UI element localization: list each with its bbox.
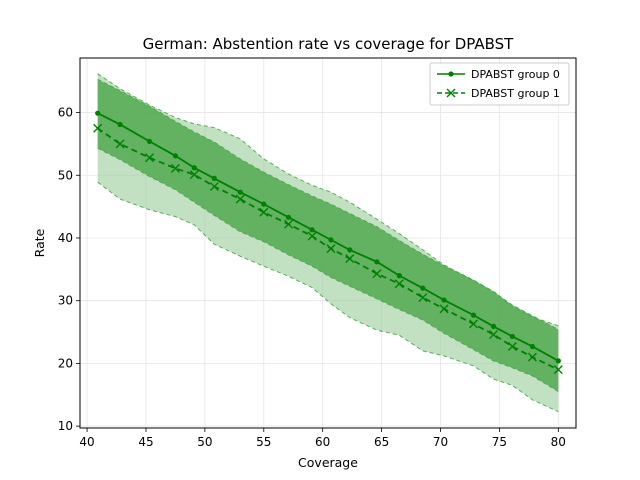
data-point-group0	[211, 175, 217, 182]
data-point-group1	[235, 194, 245, 204]
data-point-group1	[284, 219, 294, 229]
data-point-group0	[374, 259, 380, 265]
data-point-group0	[261, 201, 267, 207]
legend: DPABST group 0 DPABST group 1	[429, 62, 570, 106]
data-point-group1	[418, 293, 428, 303]
y-tick-label: 40	[58, 231, 73, 245]
data-point-group0	[347, 247, 353, 253]
legend-label-group0: DPABST group 0	[471, 68, 560, 81]
data-point-group1	[93, 123, 103, 133]
data-point-group0	[191, 165, 197, 171]
data-point-group0	[309, 227, 315, 233]
data-point-group1	[259, 207, 269, 217]
x-tick-label: 50	[197, 435, 212, 449]
data-point-group0	[285, 214, 292, 220]
y-tick-label: 20	[58, 356, 73, 370]
data-point-group1	[553, 365, 563, 375]
data-point-group0	[328, 237, 334, 243]
data-point-group0	[95, 110, 101, 116]
data-point-group0	[441, 297, 447, 303]
data-point-group0	[509, 333, 515, 340]
y-tick-label: 60	[58, 106, 73, 120]
plot-frame	[79, 57, 577, 429]
band-upper-edge-group0	[97, 78, 559, 330]
data-point-group1	[527, 352, 537, 362]
x-tick-label: 40	[79, 435, 94, 449]
data-point-group1	[372, 269, 382, 279]
y-axis-label: Rate	[32, 228, 47, 257]
legend-label-group1: DPABST group 1	[471, 87, 560, 100]
x-tick-label: 75	[492, 435, 507, 449]
data-point-group0	[396, 273, 402, 279]
tick-layer: 40 45 50 55 60 65 70 75 80 10 20 30 40 50 60	[58, 106, 566, 449]
data-point-group0	[555, 358, 561, 364]
data-point-group1	[345, 254, 355, 264]
band-lower-edge-group1	[97, 181, 559, 413]
data-point-group0	[420, 285, 426, 291]
data-point-group1	[115, 139, 125, 149]
data-point-group0	[172, 153, 179, 159]
data-point-group0	[470, 312, 477, 318]
line-layer	[93, 110, 563, 375]
data-point-group1	[439, 304, 449, 314]
data-point-group0	[529, 343, 536, 350]
x-tick-label: 55	[256, 435, 271, 449]
band-lower-edge-group0	[97, 147, 559, 393]
data-point-group0	[490, 323, 497, 330]
data-point-group1	[394, 279, 404, 289]
data-point-group1	[189, 170, 199, 180]
x-tick-label: 80	[551, 435, 566, 449]
y-tick-label: 30	[58, 294, 73, 308]
x-axis-label: Coverage	[298, 455, 358, 470]
data-point-group0	[146, 138, 153, 145]
data-point-group1	[489, 330, 499, 340]
data-point-group0	[117, 121, 123, 128]
x-tick-label: 60	[315, 435, 330, 449]
data-point-group1	[507, 341, 517, 351]
y-tick-label: 50	[58, 168, 73, 182]
data-point-group1	[307, 231, 317, 241]
confidence-band-group0	[97, 79, 559, 392]
data-point-group1	[145, 153, 155, 163]
data-point-group0	[237, 189, 243, 195]
data-point-group1	[326, 244, 336, 254]
x-tick-label: 70	[433, 435, 448, 449]
x-tick-label: 65	[374, 435, 389, 449]
data-point-group1	[170, 163, 180, 173]
data-point-group1	[469, 319, 478, 329]
chart-title: German: Abstention rate vs coverage for …	[143, 35, 515, 53]
legend-marker-x	[446, 88, 456, 98]
data-point-group1	[209, 182, 219, 192]
y-tick-label: 10	[58, 419, 73, 433]
band-layer	[97, 73, 559, 413]
x-tick-label: 45	[138, 435, 153, 449]
legend-marker-dot	[448, 71, 454, 77]
